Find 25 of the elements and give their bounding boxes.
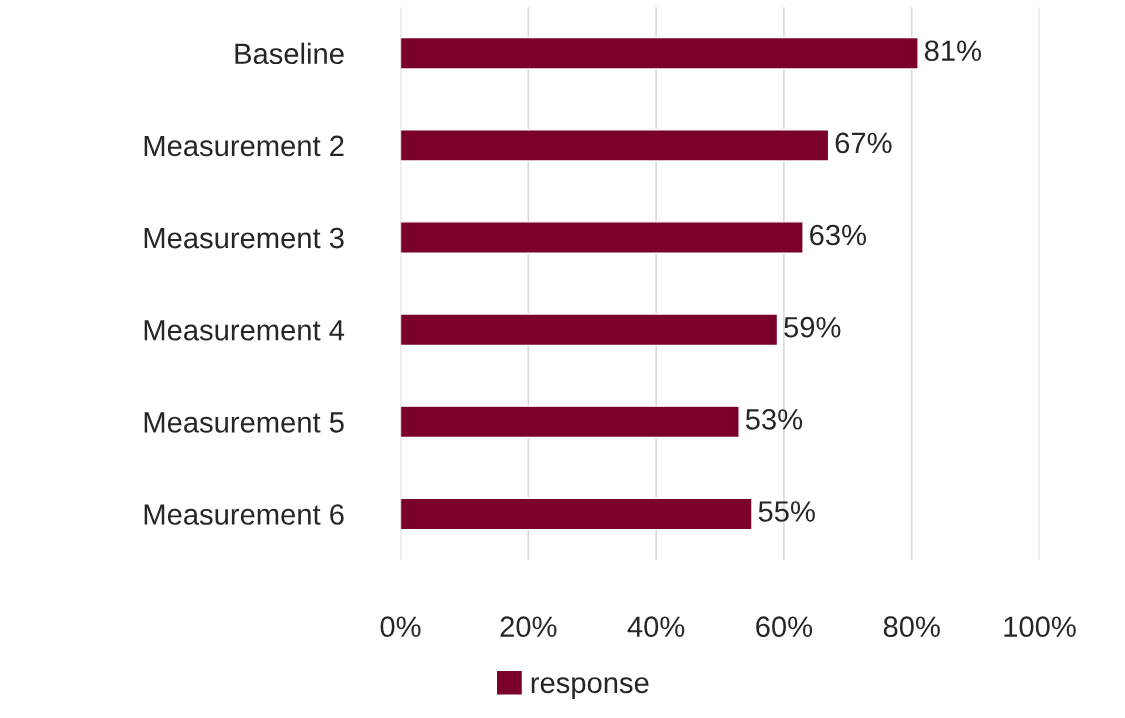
y-tick-label: Measurement 6 [144, 504, 344, 525]
data-label: 53% [745, 409, 803, 430]
x-tick-label: 0% [380, 616, 421, 638]
bar [400, 129, 830, 162]
x-tick-label: 80% [883, 616, 940, 638]
bar [400, 221, 804, 254]
x-tick-label: 100% [1004, 616, 1076, 638]
y-tick-label: Measurement 4 [144, 320, 345, 341]
y-tick-label: Measurement 2 [144, 135, 344, 157]
data-label: 67% [835, 132, 892, 154]
bar [400, 36, 919, 70]
y-tick-label: Baseline [235, 42, 344, 65]
legend-label: response [531, 677, 649, 699]
bar [400, 405, 740, 439]
x-tick-label: 20% [500, 616, 557, 638]
y-tick-label: Measurement 3 [144, 227, 344, 249]
data-label: 55% [758, 501, 815, 522]
x-tick-label: 60% [756, 616, 813, 638]
data-label: 81% [924, 40, 981, 62]
x-tick-label: 40% [627, 616, 685, 638]
bar [400, 313, 779, 347]
bar [400, 497, 753, 531]
data-label: 63% [810, 224, 866, 246]
y-tick-label: Measurement 5 [144, 412, 344, 433]
data-label: 59% [784, 316, 841, 338]
